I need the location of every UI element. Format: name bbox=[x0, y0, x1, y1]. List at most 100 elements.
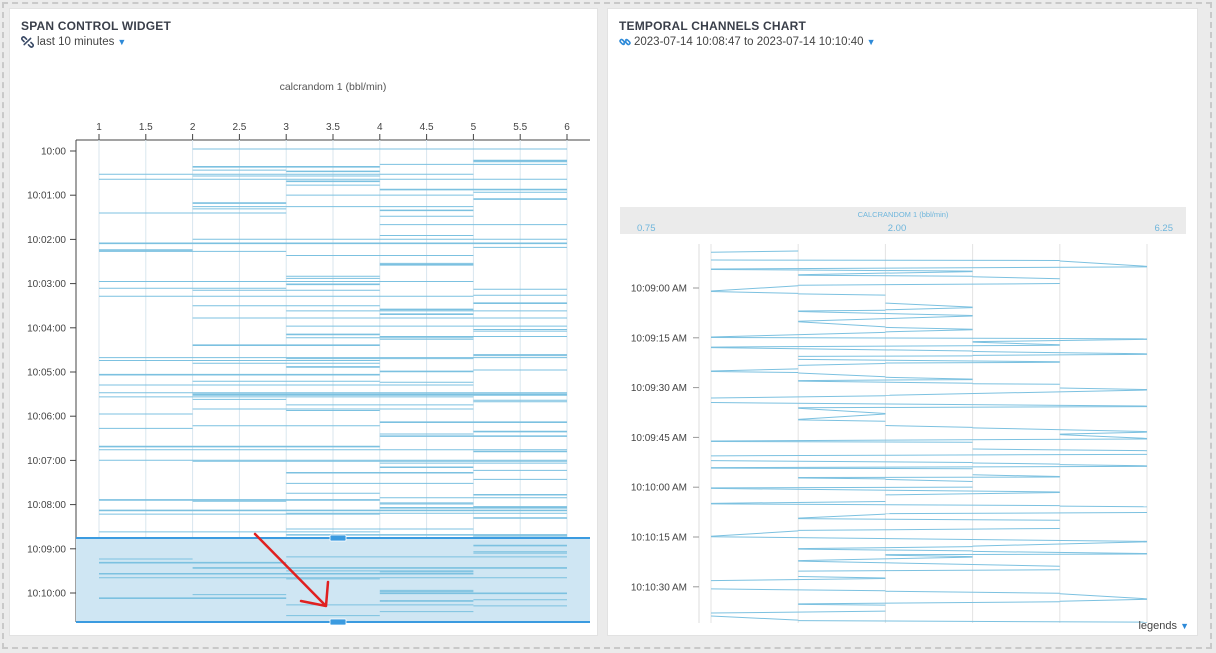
series-segment bbox=[798, 380, 973, 384]
series-segment bbox=[798, 271, 973, 276]
y-tick-label: 10:02:00 bbox=[27, 235, 66, 246]
temporal-channels-chart[interactable]: CALCRANDOM 1 (bbl/min) 0.75 2.00 6.25 10:09:… bbox=[608, 9, 1199, 637]
series-segment bbox=[972, 550, 1148, 554]
y-tick-label: 10:10:00 AM bbox=[631, 483, 687, 494]
series-segment bbox=[798, 406, 1148, 409]
series-segment bbox=[710, 285, 799, 292]
series-segment bbox=[798, 407, 886, 415]
y-tick-label: 10:10:15 AM bbox=[631, 533, 687, 544]
series-segment bbox=[798, 601, 1060, 605]
x-tick-label: 4 bbox=[377, 122, 383, 133]
y-tick-label: 10:06:00 bbox=[27, 412, 66, 423]
series-segment bbox=[798, 293, 886, 296]
series-segment bbox=[798, 620, 1148, 623]
series-segment bbox=[885, 478, 973, 482]
caret-down-icon: ▼ bbox=[866, 37, 876, 47]
series-segment bbox=[710, 347, 973, 352]
series-segment bbox=[1059, 434, 1148, 439]
x-tick-label: 0.75 bbox=[637, 223, 656, 234]
series-line bbox=[99, 148, 567, 617]
series-segment bbox=[798, 372, 886, 378]
time-range-selector[interactable]: 2023-07-14 10:08:47 to 2023-07-14 10:10:… bbox=[619, 36, 875, 48]
y-tick-label: 10:10:00 bbox=[27, 589, 66, 600]
series-segment bbox=[885, 361, 1060, 364]
series-segment bbox=[798, 546, 973, 550]
span-control-chart[interactable]: calcrandom 1 (bbl/min) 1 1.5 2 2.5 3 3.5 4 4.5 5 5… bbox=[10, 9, 599, 637]
x-tick-label: 2.5 bbox=[232, 122, 246, 133]
series-segment bbox=[710, 250, 799, 253]
series-segment bbox=[885, 302, 973, 308]
series-segment bbox=[972, 474, 1060, 478]
series-segment bbox=[798, 321, 886, 328]
series-segment bbox=[710, 487, 1060, 493]
caret-down-icon: ▼ bbox=[1180, 621, 1189, 631]
x-tick-label: 6.25 bbox=[1155, 223, 1174, 234]
y-tick-label: 10:08:00 bbox=[27, 500, 66, 511]
selection-top-handle[interactable] bbox=[329, 534, 347, 542]
arrow-shaft bbox=[253, 532, 327, 607]
axis-header-band bbox=[620, 207, 1186, 234]
caret-down-icon: ▼ bbox=[117, 37, 127, 47]
series-segment bbox=[885, 376, 973, 380]
series-line bbox=[710, 250, 1148, 623]
y-tick-label: 10:09:00 AM bbox=[631, 284, 687, 295]
temporal-channels-widget: TEMPORAL CHANNELS CHART 2023-07-14 10:08… bbox=[607, 8, 1198, 636]
x-tick-label: 2.00 bbox=[888, 223, 907, 234]
y-tick-label: 10:03:00 bbox=[27, 279, 66, 290]
x-tick-label: 5.5 bbox=[513, 122, 527, 133]
series-segment bbox=[885, 425, 973, 428]
series-segment bbox=[885, 389, 1148, 396]
series-segment bbox=[710, 268, 973, 272]
legends-toggle[interactable]: legends ▼ bbox=[1138, 620, 1189, 632]
y-tick-label: 10:07:00 bbox=[27, 456, 66, 467]
series-segment bbox=[710, 503, 1060, 507]
series-segment bbox=[710, 290, 799, 294]
series-segment bbox=[798, 527, 1060, 531]
series-segment bbox=[710, 536, 1148, 542]
series-segment bbox=[710, 395, 886, 399]
series-segment bbox=[710, 588, 886, 592]
series-segment bbox=[798, 569, 1060, 572]
series-segment bbox=[710, 615, 799, 621]
y-tick-label: 10:09:00 bbox=[27, 544, 66, 555]
y-tick-label: 10:05:00 bbox=[27, 368, 66, 379]
series-segment bbox=[798, 362, 886, 366]
series-segment bbox=[885, 491, 1060, 496]
series-segment bbox=[710, 368, 799, 372]
series-segment bbox=[885, 554, 973, 558]
series-segment bbox=[798, 603, 886, 606]
x-tick-label: 4.5 bbox=[420, 122, 434, 133]
series-segment bbox=[710, 453, 1148, 457]
series-segment bbox=[710, 336, 1148, 340]
series-segment bbox=[885, 553, 1148, 556]
series-segment bbox=[972, 462, 1060, 465]
link-icon bbox=[619, 36, 631, 48]
series-segment bbox=[972, 353, 1148, 356]
time-range-selector[interactable]: last 10 minutes ▼ bbox=[21, 36, 126, 48]
series-segment bbox=[798, 309, 886, 312]
y-tick-label: 10:04:00 bbox=[27, 323, 66, 334]
x-tick-label: 3 bbox=[283, 122, 289, 133]
y-tick-label: 10:09:15 AM bbox=[631, 333, 687, 344]
series-segment bbox=[1059, 505, 1148, 508]
series-segment bbox=[798, 355, 973, 357]
time-range-label: last 10 minutes bbox=[37, 36, 115, 48]
series-segment bbox=[1059, 431, 1148, 435]
selection-bottom-handle[interactable] bbox=[329, 618, 347, 626]
series-segment bbox=[885, 326, 973, 330]
series-segment bbox=[798, 477, 886, 480]
series-segment bbox=[972, 448, 1148, 452]
series-segment bbox=[710, 460, 973, 463]
series-segment bbox=[972, 338, 1148, 343]
widget-title: TEMPORAL CHANNELS CHART bbox=[619, 19, 807, 33]
series-segment bbox=[972, 427, 1148, 433]
series-segment bbox=[710, 578, 886, 582]
series-segment bbox=[885, 307, 973, 311]
series-segment bbox=[710, 438, 1148, 442]
series-segment bbox=[710, 467, 973, 470]
series-segment bbox=[972, 341, 1060, 346]
x-tick-label: 5 bbox=[471, 122, 477, 133]
series-segment bbox=[710, 610, 886, 614]
y-tick-label: 10:09:45 AM bbox=[631, 433, 687, 444]
